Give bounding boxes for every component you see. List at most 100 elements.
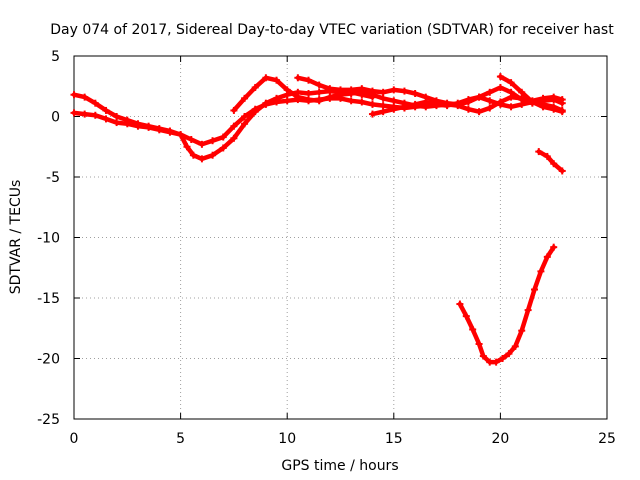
x-tick-label: 10 [278,431,296,447]
data-point [543,152,551,160]
data-point [262,74,270,82]
y-tick-label: 0 [51,110,60,126]
y-axis-label: SDTVAR / TECUs [8,180,24,295]
data-point [305,90,313,98]
x-axis-label: GPS time / hours [281,458,398,474]
data-point [219,144,227,152]
x-tick-label: 25 [598,431,616,447]
data-point [189,151,197,159]
data-point [550,160,558,168]
data-point [368,87,376,95]
data-point [347,97,355,105]
data-point [492,358,500,366]
data-point [198,140,206,148]
data-point [70,109,78,117]
data-point [511,342,519,350]
data-point [358,85,366,93]
data-point [251,83,259,91]
data-point [230,122,238,130]
data-point [262,99,270,107]
data-point [475,93,483,101]
data-point [475,340,483,348]
data-point [507,88,515,96]
data-point [456,300,464,308]
data-point [518,327,526,335]
data-point [337,86,344,94]
data-point [198,155,206,163]
data-point [283,86,291,94]
data-point [241,120,249,128]
data-point [390,86,398,94]
x-tick-label: 15 [385,431,403,447]
data-point [113,119,121,127]
data-point [496,83,504,91]
data-point [550,105,558,113]
y-tick-label: -25 [37,412,60,428]
data-point [326,85,334,93]
data-point [187,135,195,143]
data-point [400,103,408,111]
data-point [400,87,408,95]
data-point [70,91,78,99]
data-point [543,253,551,261]
data-point [390,97,398,105]
data-point [379,108,387,116]
data-point [411,90,419,98]
data-point [496,73,504,81]
data-point [558,99,566,107]
data-point [166,127,174,135]
data-point [134,120,142,128]
data-point [177,131,185,139]
data-point [479,352,487,360]
grid [74,56,607,419]
data-point [91,111,99,119]
data-point [475,108,483,116]
data-point [315,97,323,105]
x-tick-label: 5 [176,431,185,447]
data-point [81,93,89,101]
data-point [558,167,566,175]
data-point [505,350,513,358]
data-point [183,143,191,151]
y-tick-label: -10 [37,231,60,247]
data-point [347,86,355,94]
data-point [558,108,566,116]
data-point [464,105,472,113]
data-point [464,96,472,104]
series-track-7 [536,149,565,174]
axis-ticks: 0 5 10 15 20 25 5 0 -5 -10 -15 -20 -25 [37,49,616,447]
data-point [550,243,558,251]
data-point [358,98,366,106]
data-point [379,102,387,110]
chart-title: Day 074 of 2017, Sidereal Day-to-day VTE… [50,22,614,38]
y-tick-label: 5 [51,49,60,65]
data-point [486,97,494,105]
data-point [368,110,376,118]
data-point [155,125,163,133]
data-point [251,108,259,116]
data-point [524,306,532,314]
data-point [486,104,494,112]
data-point [315,81,323,89]
data-point [535,148,543,156]
data-point [379,94,387,102]
data-point [496,100,504,108]
data-point [531,286,539,294]
data-point [486,358,494,366]
data-point [283,97,291,105]
data-point [550,96,558,104]
data-point [305,96,313,104]
data-point [230,134,238,142]
data-point [113,113,121,120]
data-point [241,94,249,102]
data-point [145,122,153,130]
data-point [518,100,526,108]
data-point [454,99,462,107]
data-point [379,88,387,96]
series-track-8 [457,244,556,365]
plot-frame [73,55,608,420]
data-point [123,116,131,124]
data-point [390,105,398,113]
data-point [219,133,227,141]
